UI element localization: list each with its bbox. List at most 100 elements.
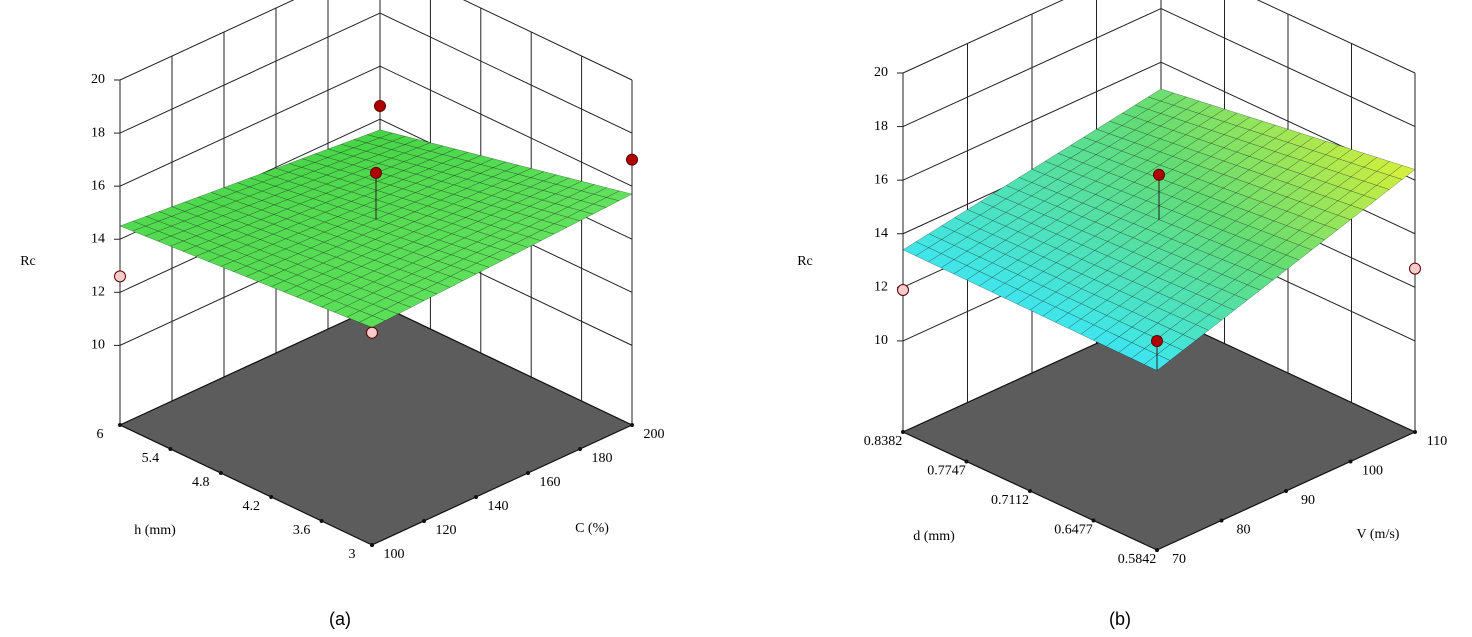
- surface-cell: [378, 132, 407, 142]
- surface-cell: [1043, 233, 1070, 249]
- surface-cell: [234, 214, 262, 226]
- surface-cell: [378, 149, 406, 159]
- surface-cell: [1004, 288, 1031, 305]
- surface-cell: [427, 181, 455, 191]
- surface-cell: [308, 284, 336, 297]
- surface-cell: [286, 194, 314, 205]
- surface-cell: [1005, 217, 1032, 233]
- surface-cell: [274, 190, 302, 200]
- surface-cell: [1337, 176, 1365, 192]
- surface-cell: [416, 142, 444, 152]
- surface-cell: [403, 156, 431, 166]
- surface-cell: [463, 231, 491, 243]
- design-point: [626, 153, 638, 166]
- surface-cell: [296, 258, 324, 270]
- surface: [902, 88, 1416, 371]
- surface-cell: [1068, 273, 1095, 290]
- x-tick: [319, 519, 324, 523]
- surface-cell: [235, 186, 263, 197]
- surface-cell: [1196, 254, 1223, 270]
- wall-grid-line: [119, 0, 295, 81]
- wall-grid-line: [119, 12, 381, 134]
- surface-cell: [1298, 234, 1326, 251]
- surface-cell: [540, 223, 568, 235]
- surface-cell: [1376, 161, 1403, 176]
- surface-cell: [309, 252, 337, 264]
- surface-cell: [527, 230, 555, 242]
- surface-cell: [359, 304, 387, 317]
- surface-cell: [1055, 253, 1083, 269]
- surface-cell: [1108, 125, 1136, 139]
- surface-cell: [347, 266, 375, 278]
- y-tick: [474, 495, 478, 499]
- surface-cell: [441, 157, 469, 167]
- surface-cell: [270, 280, 298, 293]
- surface-cell: [298, 217, 326, 228]
- surface-cell: [296, 279, 324, 292]
- y-tick: [1413, 430, 1417, 434]
- surface-cell: [322, 256, 350, 269]
- surface-cell: [400, 231, 428, 243]
- y-tick-label: 110: [1427, 434, 1447, 449]
- chart: 10 12 14 16 18 20 3 3.6 4.2 4.8 5.4 6 100 120 140 160 18…: [20, 0, 665, 629]
- surface-cell: [334, 283, 362, 295]
- surface-cell: [387, 237, 415, 249]
- surface-cell: [337, 191, 365, 202]
- surface-cell: [425, 229, 453, 241]
- surface-cell: [403, 139, 432, 149]
- surface-cell: [415, 159, 443, 169]
- surface-cell: [450, 237, 478, 249]
- surface-cell: [365, 154, 393, 164]
- surface-cell: [323, 226, 351, 237]
- x-tick-label: 0.7112: [991, 493, 1029, 508]
- y-tick: [526, 471, 530, 475]
- x-tick-label: 6: [97, 427, 104, 442]
- surface-cell: [1093, 315, 1120, 332]
- surface-cell: [514, 236, 542, 248]
- surface-cell: [365, 145, 393, 156]
- surface-cell: [426, 199, 454, 211]
- surface-cell: [338, 173, 366, 184]
- surface-cell: [1107, 190, 1135, 205]
- surface-cell: [605, 190, 633, 202]
- surface-cell: [261, 195, 289, 206]
- surface-cell: [438, 233, 466, 245]
- surface-cell: [1016, 294, 1044, 311]
- y-tick-label: 140: [488, 499, 509, 514]
- surface-cell: [1159, 130, 1187, 144]
- surface-cell: [391, 136, 419, 145]
- y-tick-label: 100: [384, 547, 405, 562]
- x-tick-label: 4.2: [242, 499, 260, 514]
- surface-cell: [1094, 241, 1121, 257]
- surface-cell: [1234, 239, 1262, 256]
- surface-cell: [452, 207, 480, 218]
- surface-cell: [1030, 214, 1058, 229]
- surface-cell: [348, 234, 376, 246]
- surface-cell: [1147, 113, 1174, 127]
- wall-grid-line: [462, 0, 633, 81]
- surface-cell: [1273, 225, 1300, 241]
- surface-cell: [321, 278, 349, 290]
- x-tick: [1091, 518, 1096, 523]
- surface-cell: [1221, 294, 1248, 311]
- surface-cell: [1081, 221, 1109, 237]
- surface-cell: [1350, 194, 1377, 210]
- surface-cell: [295, 290, 323, 303]
- surface-cell: [386, 258, 414, 270]
- surface-cell: [412, 245, 440, 258]
- surface-cell: [376, 194, 404, 205]
- surface-cell: [384, 302, 412, 315]
- z-tick-label: 12: [91, 285, 105, 300]
- surface-cell: [1223, 151, 1250, 166]
- surface-cell: [387, 227, 415, 239]
- surface-cell: [1070, 136, 1097, 151]
- surface-cell: [462, 262, 490, 275]
- surface-cell: [1095, 172, 1122, 187]
- surface-cell: [1197, 183, 1224, 198]
- surface-cell: [1054, 312, 1082, 329]
- surface-cell: [1198, 117, 1225, 131]
- surface-cell: [1132, 228, 1160, 244]
- surface-cell: [1285, 244, 1313, 261]
- surface-cell: [1157, 267, 1185, 284]
- chart: 10 12 14 16 18 20 0.5842 0.6477 0.7112 0.7747 0.83…: [797, 0, 1447, 629]
